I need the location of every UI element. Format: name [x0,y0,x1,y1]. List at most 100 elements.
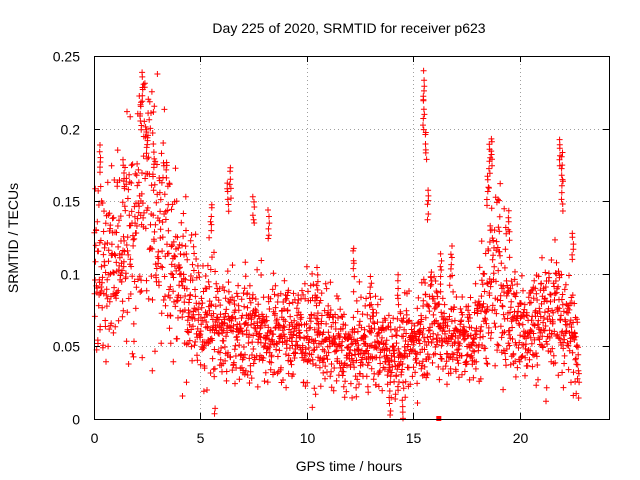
data-point [454,357,461,364]
data-point [211,365,218,372]
data-point [422,291,429,298]
data-point [406,317,413,324]
data-point [528,287,535,294]
data-point [276,338,282,345]
data-point [332,311,339,318]
data-point [569,256,576,263]
data-point [251,204,258,210]
data-point [486,239,493,245]
data-point [192,231,199,238]
data-point [354,337,361,344]
data-point [558,312,564,319]
data-point [313,282,320,289]
y-tick-label: 0 [72,412,80,428]
data-point [469,340,476,346]
data-point [168,261,175,268]
data-point [249,193,256,200]
data-point [480,300,487,307]
data-point [220,337,227,344]
data-point [552,236,558,243]
data-point [467,294,474,301]
data-point [451,340,458,347]
data-point [377,367,383,374]
data-point [402,394,409,401]
data-point [353,393,360,400]
data-point [111,251,118,258]
data-point [222,295,229,302]
data-point [539,333,546,340]
data-point [248,375,255,382]
data-point [123,242,130,248]
data-point [267,295,274,302]
data-point [314,278,321,285]
data-point [207,266,214,273]
data-point [566,320,573,327]
data-point [172,165,179,172]
data-point [453,368,459,375]
data-point [510,350,517,357]
data-point [158,263,164,270]
data-point [305,344,312,351]
data-point [484,188,491,195]
data-point [188,343,195,350]
data-point [485,247,492,254]
data-point [430,311,437,318]
data-point [426,354,433,361]
data-point [540,327,547,333]
data-point [144,137,151,144]
data-point [526,356,533,363]
data-point [95,248,102,255]
data-point [124,309,131,316]
data-point [300,291,307,298]
data-point [456,329,463,335]
data-point [213,280,220,287]
data-point [351,273,358,280]
data-point [411,330,418,337]
data-point [229,367,236,374]
data-point [364,362,371,369]
data-point [241,285,248,292]
data-point [170,238,177,245]
data-point [391,347,398,354]
data-point [355,346,362,353]
data-point [97,183,104,190]
data-point [571,336,578,343]
data-point [151,155,158,162]
data-point [202,273,209,279]
data-point [143,126,150,133]
data-point [189,261,196,268]
data-point [401,326,408,333]
data-point [266,306,273,312]
data-point [99,200,106,206]
data-point [293,338,300,345]
data-point [467,315,473,321]
data-point [115,317,122,324]
data-point [235,282,242,289]
data-point [547,291,553,298]
data-point [167,340,174,347]
data-point [206,307,213,314]
data-point [387,326,394,333]
data-point [413,355,419,362]
data-point [221,344,228,350]
data-point [177,307,184,314]
data-point [391,358,398,365]
data-point [446,313,453,320]
data-point [350,359,357,366]
data-point [540,287,547,294]
data-point [191,250,198,257]
data-point [574,319,581,326]
data-point [448,254,455,261]
data-point [425,211,432,217]
data-point [498,334,505,341]
y-tick-label: 0.2 [61,122,81,138]
data-point [451,317,458,324]
data-point [502,350,509,357]
data-point [377,296,384,303]
data-point [466,311,473,318]
data-point [201,338,208,345]
data-point [176,265,183,271]
data-point [486,146,493,153]
data-point [483,360,490,367]
